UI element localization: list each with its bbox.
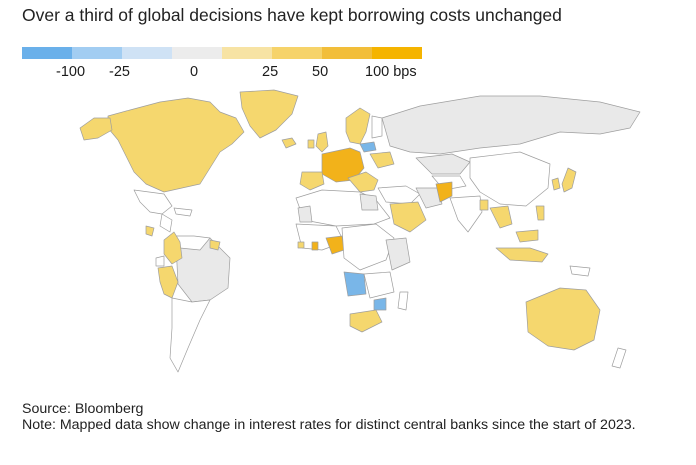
- region-angola: [343, 271, 367, 297]
- region-iran: [415, 187, 443, 209]
- region-japan: [561, 167, 577, 193]
- legend-labels: -100 -25 0 25 50 100 bps: [22, 64, 424, 84]
- region-pakistan: [435, 181, 453, 203]
- region-sierra-leone: [297, 241, 305, 249]
- region-norway-sweden: [345, 107, 371, 145]
- region-greenland: [239, 89, 299, 139]
- legend-color-bar: [22, 47, 422, 59]
- legend-swatch-3: [122, 47, 172, 59]
- region-italy-balkans: [347, 171, 379, 193]
- region-finland: [371, 115, 383, 139]
- region-southern-cone: [169, 297, 211, 373]
- region-middle-east: [377, 185, 421, 205]
- region-alaska: [79, 117, 113, 141]
- region-central-america: [159, 213, 173, 233]
- legend-label-0: 0: [190, 64, 199, 80]
- region-russia: [381, 95, 641, 155]
- region-uk: [315, 131, 329, 153]
- region-ukraine-east-europe: [369, 151, 395, 169]
- region-philippines: [535, 205, 545, 221]
- region-poland: [359, 141, 377, 153]
- region-indonesia: [495, 247, 549, 263]
- region-kazakhstan: [415, 153, 471, 175]
- legend-swatch-1: [22, 47, 72, 59]
- legend-label-minus100: -100: [56, 64, 86, 80]
- region-mozambique: [373, 297, 387, 311]
- legend-swatch-8: [372, 47, 422, 59]
- region-guyana-east: [209, 239, 221, 251]
- region-south-africa: [349, 309, 383, 333]
- legend-swatch-6: [272, 47, 322, 59]
- region-korea: [551, 177, 561, 191]
- chart-title: Over a third of global decisions have ke…: [22, 5, 562, 25]
- region-new-zealand: [611, 347, 627, 369]
- region-madagascar: [397, 291, 409, 311]
- region-colombia: [163, 231, 183, 265]
- methodology-note: Note: Mapped data show change in interes…: [22, 417, 636, 434]
- region-nigeria: [325, 235, 345, 255]
- legend-label-minus25: -25: [109, 64, 130, 80]
- region-iceland: [281, 137, 297, 149]
- region-caribbean: [173, 207, 193, 217]
- region-central-africa: [341, 223, 395, 271]
- legend-label-50: 50: [312, 64, 329, 80]
- region-canada-usa: [107, 97, 245, 193]
- legend-swatch-7: [322, 47, 372, 59]
- region-southern-africa-mid: [363, 271, 395, 299]
- region-bangladesh: [479, 199, 489, 211]
- source-note: Source: Bloomberg: [22, 401, 144, 417]
- legend-swatch-2: [72, 47, 122, 59]
- region-china-mongolia: [469, 151, 551, 207]
- region-ireland: [307, 139, 315, 149]
- region-mauritania: [297, 205, 313, 223]
- region-egypt: [359, 193, 379, 211]
- region-ecuador: [155, 255, 165, 267]
- region-peru: [157, 265, 179, 299]
- region-iberia: [299, 171, 325, 191]
- region-australia: [525, 287, 601, 351]
- legend-swatch-4: [172, 47, 222, 59]
- region-east-africa: [385, 237, 411, 271]
- world-map: [79, 89, 641, 373]
- region-india: [449, 195, 483, 233]
- region-saudi-arabia: [389, 201, 427, 233]
- region-mexico: [133, 189, 173, 215]
- region-malaysia: [515, 229, 539, 243]
- color-legend: -100 -25 0 25 50 100 bps: [22, 47, 424, 87]
- region-ghana: [311, 241, 319, 251]
- legend-label-25: 25: [262, 64, 279, 80]
- region-southeast-asia: [489, 205, 513, 229]
- chart-footer: Source: Bloomberg Note: Mapped data show…: [22, 401, 682, 434]
- legend-label-100bps: 100 bps: [365, 64, 417, 80]
- region-papua-new-guinea: [569, 265, 591, 277]
- legend-swatch-5: [222, 47, 272, 59]
- region-costa-rica: [145, 225, 155, 237]
